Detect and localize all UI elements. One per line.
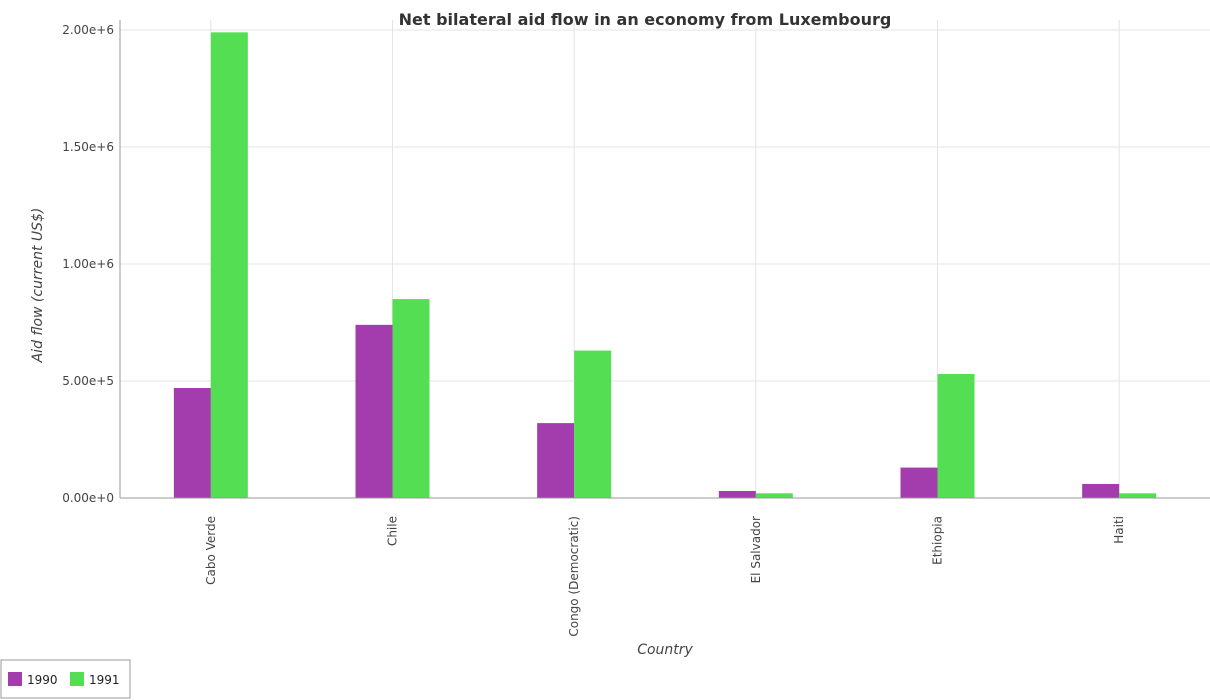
x-tick-label: Chile xyxy=(386,516,400,546)
x-tick-label: Cabo Verde xyxy=(204,516,218,585)
tick-labels: 0.00e+0 5.00e+5 1.00e+6 1.50e+6 2.00e+6 Cabo … xyxy=(62,23,1126,637)
chart-title: Net bilateral aid flow in an economy fro… xyxy=(399,10,892,29)
legend-swatch-1991 xyxy=(70,672,84,686)
x-tick-label: Haiti xyxy=(1112,516,1126,544)
legend: 1990 1991 xyxy=(0,659,131,699)
bar-1990-chile xyxy=(355,324,393,498)
grid xyxy=(120,20,1210,499)
axes xyxy=(119,20,1210,499)
x-tick-label: Congo (Democratic) xyxy=(567,516,581,637)
bar-1991-ethiopia xyxy=(937,373,975,498)
x-tick-label: Ethiopia xyxy=(931,516,945,565)
bar-1991-cabo-verde xyxy=(210,32,248,499)
y-tick-label: 1.50e+6 xyxy=(62,140,114,154)
legend-label-1991: 1991 xyxy=(89,673,120,687)
bar-1991-congo-democratic xyxy=(574,350,612,498)
x-axis-label: Country xyxy=(637,642,693,658)
bar-1990-congo-democratic xyxy=(537,423,575,498)
bar-1991-el-salvador xyxy=(755,493,793,498)
y-tick-label: 0.00e+0 xyxy=(62,491,114,505)
bars xyxy=(173,32,1157,499)
bar-1990-haiti xyxy=(1082,483,1120,498)
y-axis-label: Aid flow (current US$) xyxy=(30,208,46,364)
y-tick-label: 5.00e+5 xyxy=(62,374,114,388)
y-tick-label: 1.00e+6 xyxy=(62,257,114,271)
legend-label-1990: 1990 xyxy=(27,673,58,687)
bar-1991-haiti xyxy=(1119,493,1157,498)
bar-1991-chile xyxy=(392,299,430,498)
bar-1990-cabo-verde xyxy=(173,388,211,498)
y-tick-label: 2.00e+6 xyxy=(62,23,114,37)
legend-box xyxy=(0,659,131,699)
bar-1990-el-salvador xyxy=(718,490,756,498)
legend-swatch-1990 xyxy=(8,672,22,686)
x-tick-label: El Salvador xyxy=(749,516,763,583)
bar-1990-ethiopia xyxy=(900,467,938,498)
